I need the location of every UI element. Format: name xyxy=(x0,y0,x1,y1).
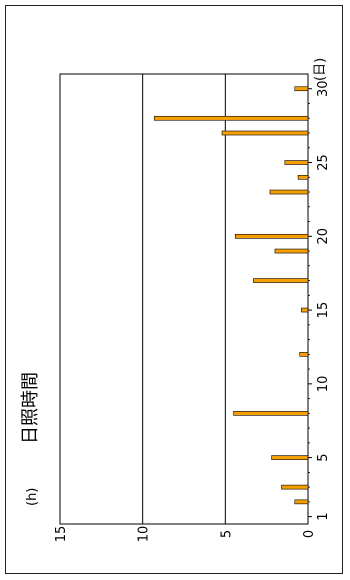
bar-day-2 xyxy=(294,499,309,505)
x-axis-unit: (日) xyxy=(313,58,328,81)
y-tick-label: 5 xyxy=(219,530,234,538)
bar-day-8 xyxy=(233,411,309,416)
x-tick-label: 15 xyxy=(316,302,331,319)
grid-layer xyxy=(59,73,309,525)
chart-title: 日照時間 xyxy=(20,372,41,444)
bar-day-25 xyxy=(284,160,309,165)
x-tick-label: 1 xyxy=(316,512,331,520)
bar-day-5 xyxy=(271,455,309,460)
bar-day-3 xyxy=(281,484,309,490)
bars-layer xyxy=(153,86,309,505)
plot-area xyxy=(59,73,309,525)
bar-day-19 xyxy=(274,248,309,254)
y-tick-label: 10 xyxy=(137,526,152,543)
bar-day-30 xyxy=(294,86,309,92)
x-tick-label: 10 xyxy=(316,376,331,393)
bar-day-17 xyxy=(253,278,309,283)
bar-day-28 xyxy=(153,115,309,121)
chart-frame: 15 10 5 0 1 5 10 15 20 25 30 日照時間 (h) (日) xyxy=(5,5,343,574)
bar-day-24 xyxy=(297,174,309,180)
y-axis-unit: (h) xyxy=(25,488,40,506)
x-tick-label: 5 xyxy=(316,453,331,461)
y-tick-label: 0 xyxy=(302,530,317,538)
x-tick-label: 20 xyxy=(316,228,331,245)
bar-day-12 xyxy=(299,352,309,357)
bar-day-27 xyxy=(221,130,309,136)
y-tick-label: 15 xyxy=(54,526,69,543)
bar-day-20 xyxy=(234,233,309,239)
x-tick-label: 30 xyxy=(316,80,331,97)
bar-day-15 xyxy=(301,307,309,313)
x-tick-label: 25 xyxy=(316,154,331,171)
bar-day-23 xyxy=(269,189,309,195)
